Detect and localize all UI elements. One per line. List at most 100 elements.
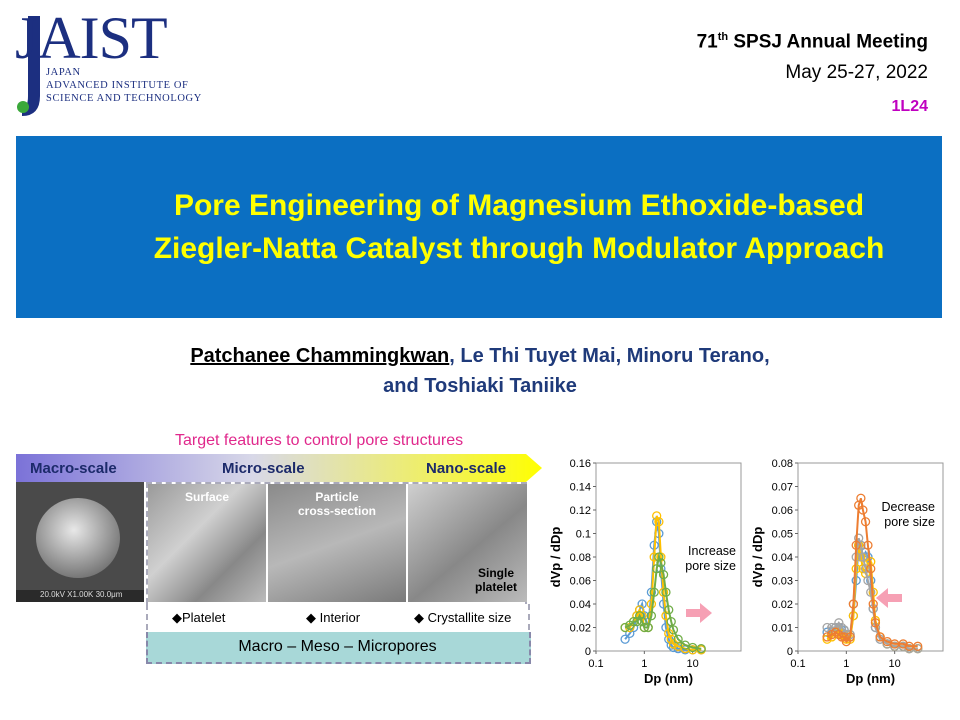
annotation-text: Increase	[688, 544, 736, 558]
data-point	[646, 611, 657, 621]
conference-date: May 25-27, 2022	[785, 62, 928, 83]
y-tick-label: 0.12	[570, 505, 591, 517]
panel-label-surface: Surface	[184, 490, 230, 504]
authors: Patchanee Chammingkwan, Le Thi Tuyet Mai…	[0, 341, 960, 401]
data-point	[858, 505, 868, 515]
sem-surface: Surface	[148, 484, 266, 602]
data-point	[863, 540, 873, 550]
presenter-name: Patchanee Chammingkwan	[190, 345, 450, 367]
data-point	[822, 632, 832, 642]
data-point	[656, 558, 666, 568]
coauthors-1: , Le Thi Tuyet Mai, Minoru Terano,	[449, 345, 770, 367]
scale-label-macro: Macro-scale	[30, 460, 117, 477]
authors-line-2: and Toshiaki Taniike	[383, 375, 577, 397]
data-point	[898, 639, 908, 649]
data-point	[632, 616, 642, 627]
session-code: 1L24	[891, 98, 928, 115]
increase-arrow	[686, 603, 712, 623]
data-point	[860, 564, 871, 574]
data-point	[666, 634, 676, 644]
tem-platelet: Single platelet	[408, 484, 527, 602]
data-point	[668, 625, 679, 635]
y-axis-label: dVp / dDp	[750, 527, 765, 588]
feature-platelet: ◆Platelet	[172, 610, 226, 625]
x-tick-label: 0.1	[790, 658, 805, 670]
features-title: Target features to control pore structur…	[175, 432, 464, 449]
data-point	[696, 643, 706, 654]
data-point	[858, 552, 868, 562]
annotation-text: pore size	[884, 515, 935, 529]
data-point	[856, 493, 866, 503]
plot-frame	[797, 462, 944, 652]
data-point	[637, 616, 647, 627]
y-tick-label: 0.1	[576, 529, 591, 541]
y-tick-label: 0.08	[772, 458, 793, 470]
paper-title: Pore Engineering of Magnesium Ethoxide-b…	[153, 189, 885, 265]
data-point	[848, 599, 859, 609]
data-point	[860, 517, 871, 527]
data-point	[668, 639, 679, 649]
data-point	[875, 632, 885, 642]
data-point	[654, 517, 664, 527]
logo-line-science: SCIENCE AND TECHNOLOGY	[46, 93, 202, 104]
y-tick-label: 0	[585, 646, 591, 658]
annotation-text: pore size	[685, 559, 736, 573]
macro-particle-image	[16, 498, 144, 602]
feature-list	[146, 604, 530, 630]
y-tick-label: 0.06	[772, 505, 793, 517]
data-point	[620, 634, 630, 644]
x-tick-label: 0.1	[588, 658, 603, 670]
decrease-arrow	[876, 588, 902, 608]
sem-cross-section: Particle cross-section	[268, 484, 406, 602]
data-point	[866, 587, 876, 597]
y-tick-label: 0	[787, 646, 793, 658]
data-point	[643, 622, 653, 633]
data-point	[839, 632, 849, 642]
authors-line-1: Patchanee Chammingkwan, Le Thi Tuyet Mai…	[0, 341, 960, 371]
pores-box	[146, 632, 531, 664]
data-point	[661, 587, 671, 597]
x-tick-label: 10	[889, 658, 901, 670]
x-axis-label: Dp (nm)	[644, 671, 693, 686]
data-point	[834, 618, 844, 628]
scale-label-micro: Micro-scale	[222, 460, 305, 477]
feature-crystallite: ◆ Crystallite size	[414, 610, 512, 625]
data-point	[639, 622, 649, 633]
series-line	[625, 515, 702, 651]
data-point	[673, 634, 683, 644]
y-tick-label: 0.08	[570, 552, 591, 564]
data-point	[620, 622, 630, 633]
x-tick-label: 1	[843, 658, 849, 670]
y-tick-label: 0.02	[570, 623, 591, 635]
data-point	[658, 587, 669, 597]
data-point	[866, 564, 876, 574]
x-axis-label: Dp (nm)	[846, 671, 895, 686]
y-tick-label: 0.07	[772, 482, 793, 494]
y-tick-label: 0.14	[570, 482, 591, 494]
pore-size-chart-2: 0 0.01 0.02 0.03 0.04 0.05 0.06 0.07 0.08 0.1 1 10 d…	[750, 458, 944, 686]
data-point	[649, 587, 659, 597]
jaist-logo-text: JAIST	[15, 5, 168, 71]
series-line	[624, 553, 702, 650]
conference-name: 71th SPSJ Annual Meeting	[696, 31, 928, 53]
y-tick-label: 0.04	[570, 599, 591, 611]
data-point	[870, 618, 881, 628]
pore-size-chart-1: 0 0.02 0.04 0.06 0.08 0.1 0.12 0.14 0.16 0.1 1 10 dV…	[548, 458, 742, 686]
panel-label-particle: Particle	[315, 490, 359, 504]
data-point	[913, 641, 923, 651]
y-tick-label: 0.01	[772, 623, 793, 635]
data-point	[845, 632, 855, 642]
jaist-logo-j-mark	[17, 16, 40, 116]
title-banner: Pore Engineering of Magnesium Ethoxide-b…	[16, 136, 942, 318]
data-point	[868, 599, 878, 609]
y-tick-label: 0.05	[772, 529, 793, 541]
data-point	[634, 611, 645, 621]
y-tick-label: 0.04	[772, 552, 793, 564]
data-point	[637, 599, 647, 609]
feature-interior: ◆ Interior	[306, 610, 361, 625]
y-tick-label: 0.16	[570, 458, 591, 470]
panel-label-platelet: platelet	[474, 580, 517, 594]
sem-caption-macro: 20.0kV X1.00K 30.0μm	[40, 590, 123, 599]
data-point	[664, 605, 674, 615]
data-point	[851, 540, 861, 550]
